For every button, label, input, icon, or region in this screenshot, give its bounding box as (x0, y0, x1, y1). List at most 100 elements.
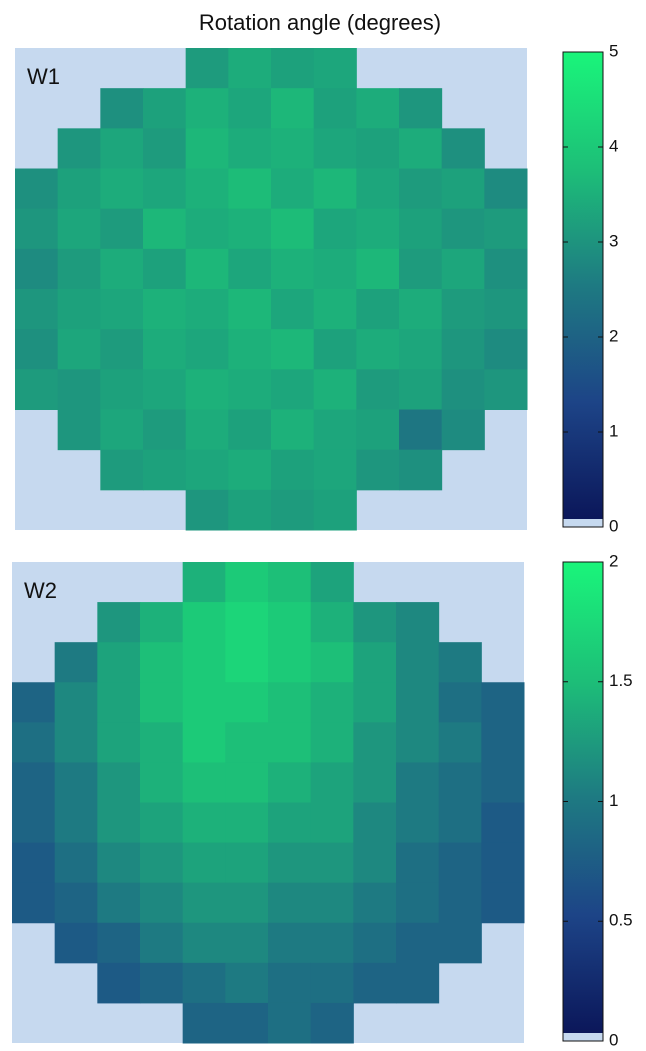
heatmap-cell (140, 842, 184, 884)
heatmap-cell (15, 289, 59, 330)
heatmap-cell (441, 409, 485, 451)
heatmap-cell (185, 128, 229, 169)
heatmap-cell (228, 208, 272, 250)
heatmap-cell (228, 248, 272, 290)
heatmap-cell (438, 722, 482, 763)
heatmap-cell (310, 882, 354, 924)
heatmap-cell (353, 762, 397, 803)
colorbar-tick-label: 2 (609, 551, 618, 570)
colorbar-tick-label: 1.5 (609, 671, 633, 690)
heatmap-cell (438, 762, 482, 803)
heatmap-cell (353, 602, 397, 643)
heatmap-cell (225, 802, 269, 844)
heatmap-cell (438, 882, 482, 924)
heatmap-cell (185, 248, 229, 290)
heatmap-cell (310, 922, 354, 964)
heatmap-cell (100, 449, 144, 491)
heatmap-cell (143, 409, 187, 451)
heatmap-cell (396, 642, 440, 683)
heatmap-cell (356, 409, 400, 451)
heatmap-cell (12, 682, 56, 723)
heatmap-cell (100, 208, 144, 250)
heatmap-cell (313, 48, 357, 89)
heatmap-cell (268, 802, 312, 844)
heatmap-cell (399, 168, 443, 210)
heatmap-cell (268, 562, 312, 603)
heatmap-cell (225, 562, 269, 603)
heatmap-cell (12, 882, 56, 924)
heatmap-cell (225, 762, 269, 803)
heatmap-cell (268, 882, 312, 924)
heatmap-cell (310, 602, 354, 643)
heatmap-cell (57, 168, 101, 210)
heatmap-cell (140, 882, 184, 924)
heatmap-cell (97, 962, 141, 1004)
heatmap-cell (310, 642, 354, 683)
colorbar-tick-label: 2 (609, 326, 618, 345)
heatmap-cell (182, 562, 226, 603)
heatmap-cell (15, 248, 59, 290)
heatmap-cell (484, 248, 528, 290)
heatmap-cell (313, 489, 357, 531)
heatmap-cell (225, 922, 269, 964)
heatmap-cell (396, 842, 440, 884)
heatmap-cell (140, 642, 184, 683)
heatmap-cell (228, 329, 272, 370)
heatmap-cell (228, 489, 272, 531)
heatmap-cell (396, 882, 440, 924)
heatmap-cell (268, 922, 312, 964)
heatmap-cell (54, 922, 98, 964)
heatmap-cell (143, 369, 187, 410)
heatmap-cell (396, 722, 440, 763)
heatmap-cell (15, 369, 59, 410)
heatmap-cell (57, 369, 101, 410)
heatmap-cell (182, 962, 226, 1004)
heatmap-cell (140, 962, 184, 1004)
heatmap-cell (271, 168, 315, 210)
heatmap-cell (353, 642, 397, 683)
heatmap-cell (182, 842, 226, 884)
heatmap-cell (182, 762, 226, 803)
heatmap-cell (271, 248, 315, 290)
heatmap-cell (268, 722, 312, 763)
heatmap-cell (271, 88, 315, 129)
heatmap-cell (140, 602, 184, 643)
heatmap-cell (143, 248, 187, 290)
heatmap-cell (356, 168, 400, 210)
heatmap-cell (97, 642, 141, 683)
heatmap-cell (54, 882, 98, 924)
heatmap-cell (182, 882, 226, 924)
heatmap-cell (271, 289, 315, 330)
heatmap-cell (97, 682, 141, 723)
heatmap-cell (441, 289, 485, 330)
heatmap-cell (484, 168, 528, 210)
heatmap-cell (353, 842, 397, 884)
heatmap-cell (100, 289, 144, 330)
heatmap-cell (310, 802, 354, 844)
wafer-label: W1 (27, 64, 60, 89)
heatmap-cell (399, 289, 443, 330)
heatmap-cell (399, 128, 443, 169)
heatmap-cell (313, 369, 357, 410)
colorbar-tick-label: 1 (609, 421, 618, 440)
heatmap-cell (356, 128, 400, 169)
heatmap-cell (185, 88, 229, 129)
heatmap-cell (313, 208, 357, 250)
heatmap-cell (12, 842, 56, 884)
heatmap-cell (310, 962, 354, 1004)
heatmap-cell (182, 922, 226, 964)
heatmap-cell (57, 329, 101, 370)
heatmap-cell (268, 602, 312, 643)
heatmap-cell (228, 168, 272, 210)
heatmap-cell (15, 329, 59, 370)
heatmap-cell (15, 168, 59, 210)
heatmap-cell (353, 922, 397, 964)
heatmap-cell (143, 449, 187, 491)
heatmap-cell (143, 208, 187, 250)
heatmap-cell (185, 489, 229, 531)
colorbar-tick-label: 0 (609, 1030, 618, 1049)
heatmap-cell (185, 329, 229, 370)
heatmap-cell (57, 409, 101, 451)
heatmap-cell (12, 802, 56, 844)
